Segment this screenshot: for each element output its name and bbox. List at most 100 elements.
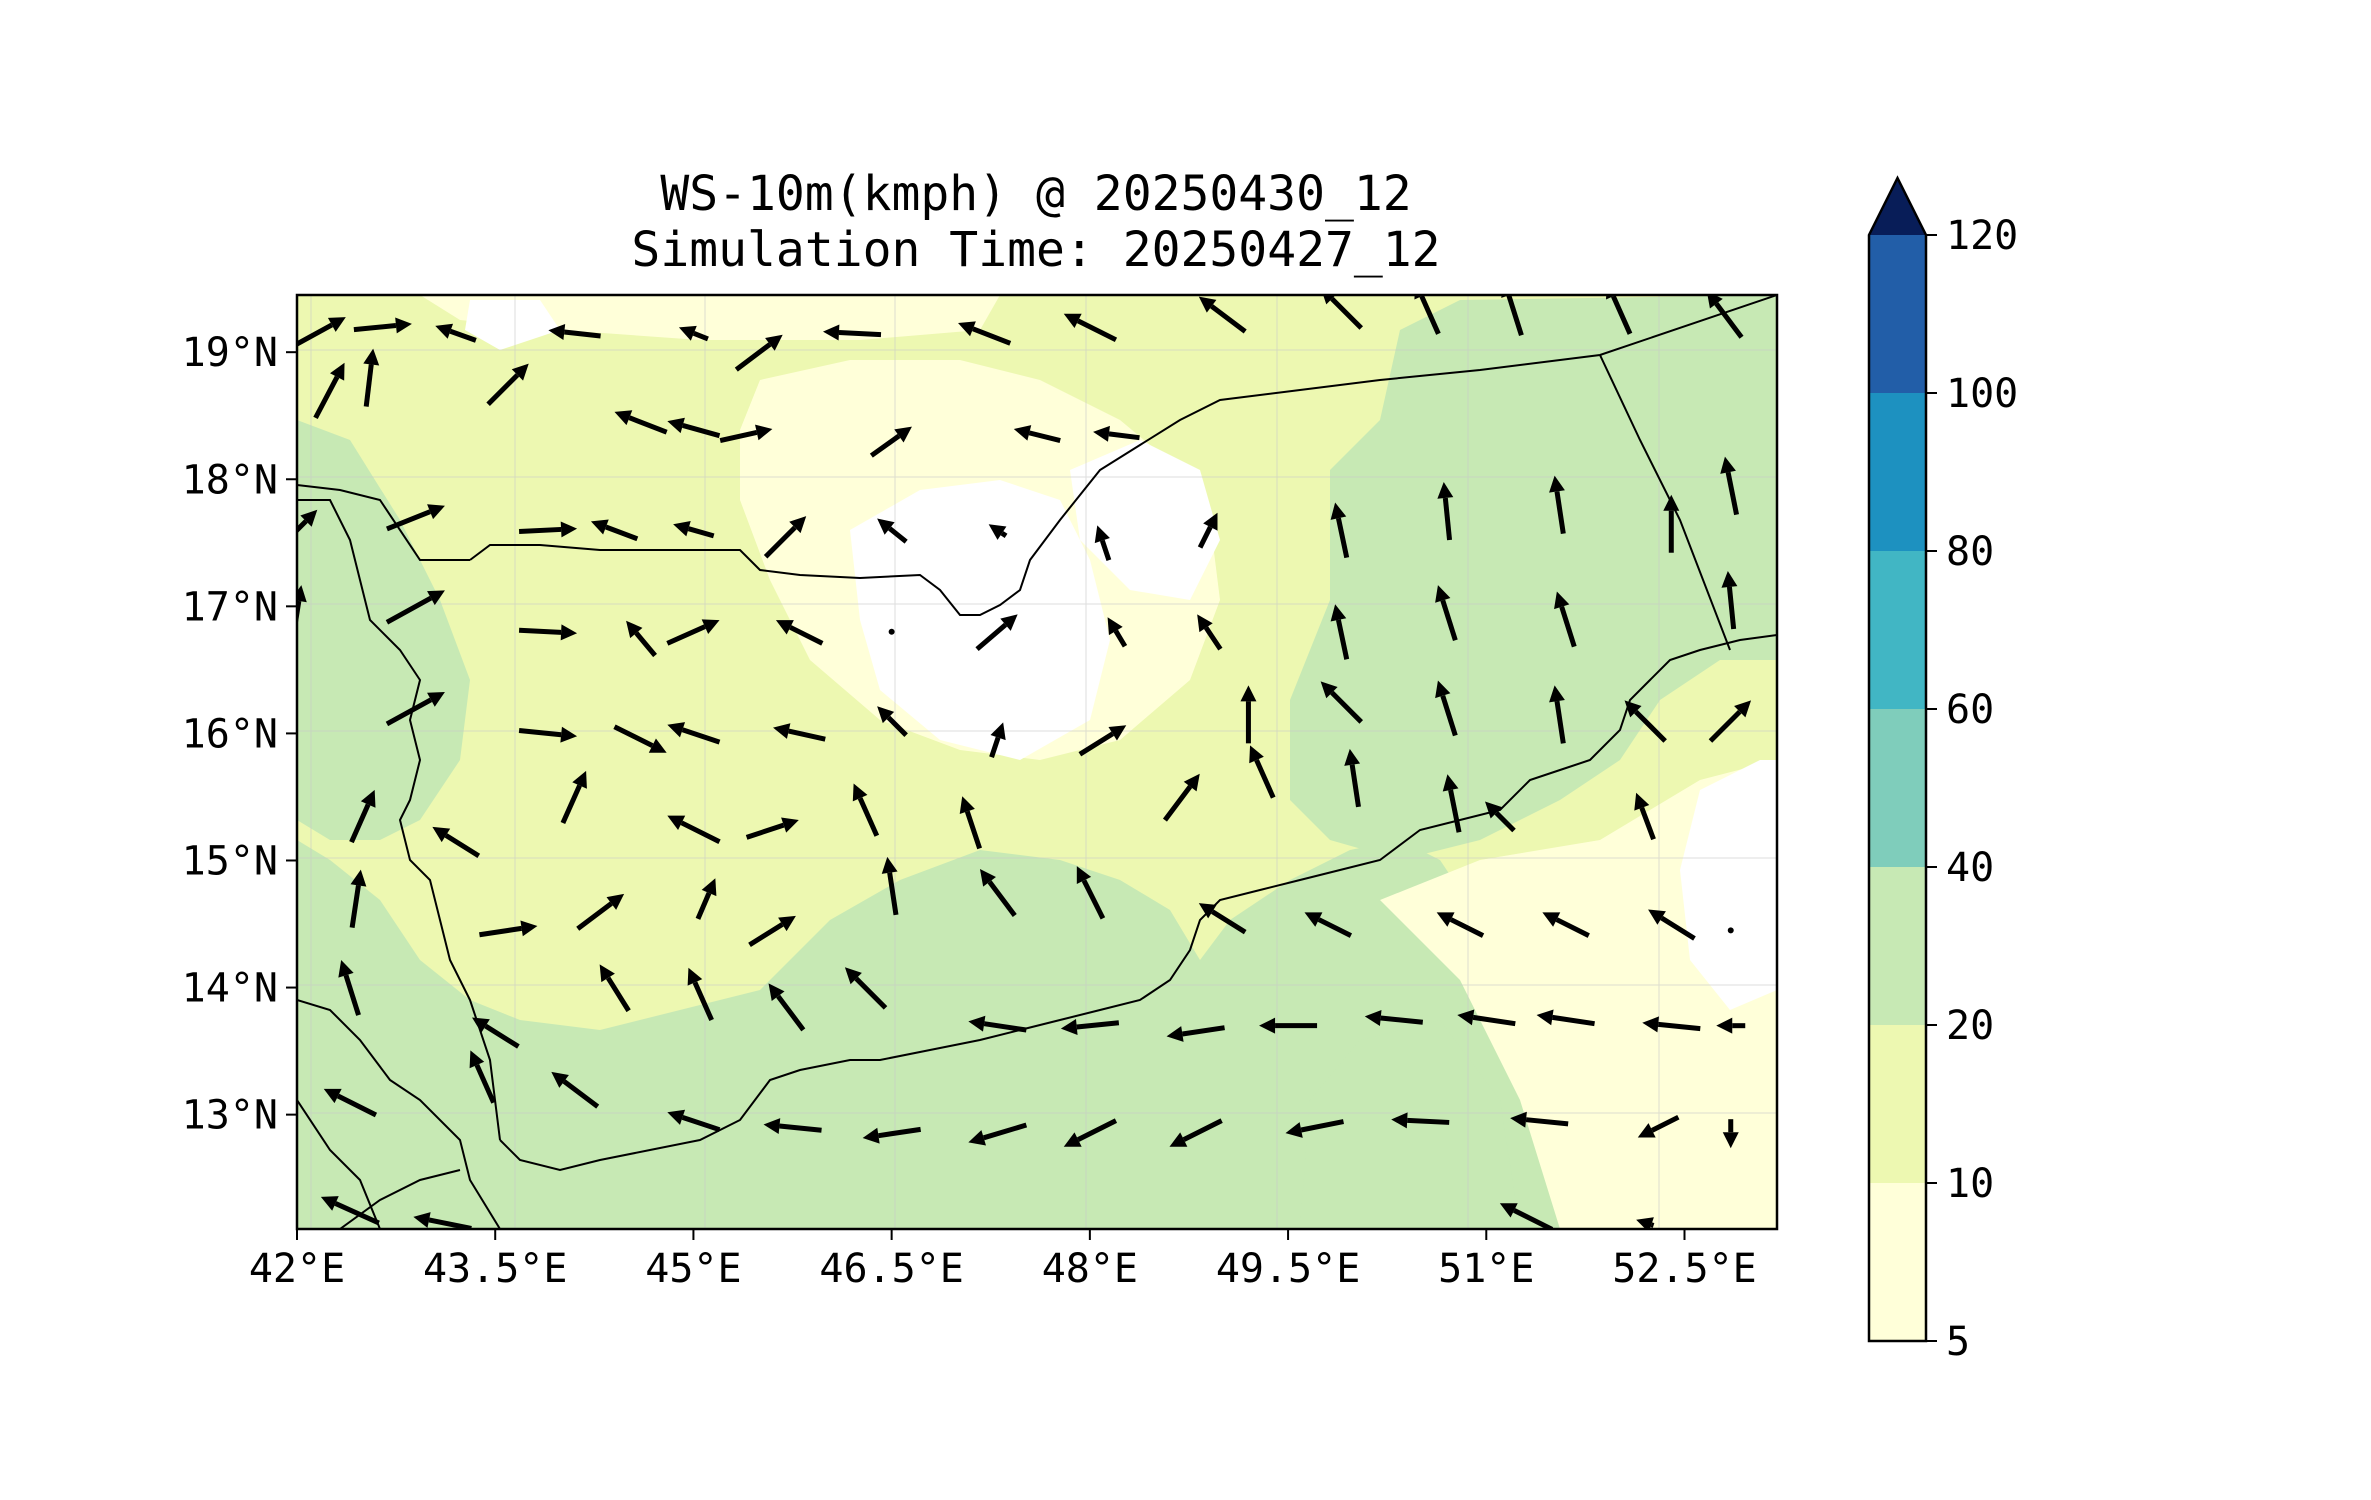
wind-vector	[560, 770, 587, 825]
wind-vector	[349, 789, 376, 844]
calm-area-east	[1680, 760, 1777, 1010]
wind-vector	[1636, 1217, 1655, 1229]
wind-vector	[1436, 912, 1485, 938]
wind-vector	[1197, 614, 1223, 651]
x-axis: 42°E 43.5°E 45°E 46.5°E 48°E 49.5°E 51°E 52.5°E	[249, 1229, 1757, 1292]
wind-vector	[1707, 295, 1744, 339]
colorbar-extend-max	[1869, 178, 1926, 235]
wind-vector	[349, 869, 367, 928]
wind-vector	[877, 706, 908, 737]
border-yemen-saudi	[469, 295, 1777, 616]
x-tick-label: 52.5°E	[1612, 1246, 1757, 1292]
wind-vector	[1107, 617, 1128, 648]
wind-vector	[1637, 1114, 1680, 1138]
wind-vector	[518, 521, 578, 538]
wind-vector	[823, 324, 882, 341]
wind-vector	[1391, 1112, 1450, 1129]
wind-vector	[1720, 456, 1740, 516]
wind-vector	[432, 826, 481, 859]
speed-band-5-10-north	[420, 295, 1000, 340]
wind-vector	[888, 628, 895, 635]
wind-vector	[1249, 745, 1276, 799]
wind-vector	[1166, 1025, 1225, 1042]
wind-vector	[968, 1015, 1027, 1033]
wind-vector	[852, 783, 880, 837]
x-tick-label: 45°E	[645, 1246, 741, 1292]
wind-vector	[590, 519, 639, 542]
x-tick-label: 46.5°E	[819, 1246, 964, 1292]
wind-vector	[773, 723, 826, 742]
wind-vector	[1320, 681, 1363, 724]
wind-vector	[1722, 1119, 1739, 1149]
wind-vector	[968, 1122, 1028, 1146]
wind-vector	[877, 518, 908, 544]
speed-band-5-10-east	[1380, 760, 1777, 1229]
wind-vector	[472, 1017, 520, 1049]
y-axis: 19°N 18°N 17°N 16°N 15°N 14°N 13°N	[182, 330, 297, 1139]
wind-vector	[1499, 1203, 1554, 1229]
wind-vector	[678, 325, 709, 342]
wind-vector	[1442, 774, 1462, 833]
wind-vector	[479, 920, 538, 938]
wind-vector	[1094, 525, 1112, 561]
wind-vector	[1457, 1009, 1516, 1027]
wind-vector	[1197, 512, 1218, 549]
coastline-eritrea	[297, 999, 501, 1229]
speed-band-20-40-gulf	[1300, 1020, 1520, 1229]
y-tick-label: 16°N	[182, 711, 278, 757]
wind-vector	[1435, 585, 1458, 641]
wind-vector	[1485, 801, 1516, 833]
wind-vector	[975, 614, 1018, 652]
wind-vector	[979, 869, 1017, 917]
wind-vector	[959, 796, 983, 850]
wind-vector	[869, 426, 912, 458]
wind-vector	[413, 1212, 472, 1229]
x-tick-label: 43.5°E	[423, 1246, 568, 1292]
wind-vector	[695, 878, 717, 920]
speed-band-20-40-southwest	[297, 840, 1560, 1229]
wind-vector	[297, 509, 318, 534]
x-tick-label: 48°E	[1042, 1246, 1138, 1292]
wind-vector	[763, 516, 807, 559]
wind-vector	[435, 323, 477, 343]
colorbar-label: 60	[1946, 687, 1994, 733]
wind-vector	[1013, 425, 1061, 444]
colorbar-label: 120	[1946, 213, 2018, 259]
wind-vector	[313, 362, 345, 420]
wind-vector	[338, 960, 361, 1016]
wind-vector	[1344, 748, 1361, 808]
colorbar-label: 5	[1946, 1319, 1970, 1365]
wind-vector	[614, 410, 668, 435]
wind-vector	[1198, 903, 1247, 935]
wind-vector	[385, 590, 445, 625]
wind-vector	[1323, 295, 1363, 330]
wind-vector	[599, 964, 631, 1013]
wind-vector	[1364, 1010, 1424, 1026]
colorbar-segment	[1869, 867, 1926, 1025]
colorbar-segment	[1869, 1183, 1926, 1341]
wind-vector	[548, 324, 601, 340]
wind-vector	[1240, 685, 1257, 744]
wind-vector	[1634, 792, 1656, 841]
wind-vector	[1648, 909, 1696, 941]
wind-vector	[320, 1196, 380, 1226]
wind-vector	[386, 504, 445, 532]
wind-vector	[518, 726, 578, 743]
x-tick-label: 51°E	[1438, 1246, 1534, 1292]
wind-vector	[353, 317, 412, 334]
colorbar-segment	[1869, 235, 1926, 393]
wind-vector	[667, 722, 721, 745]
coastline-gulf-of-aden	[499, 634, 1777, 1172]
wind-vector	[989, 722, 1006, 758]
wind-vector	[1624, 700, 1667, 743]
wind-vector	[1198, 296, 1247, 334]
x-tick-label: 49.5°E	[1216, 1246, 1361, 1292]
x-tick-label: 42°E	[249, 1246, 345, 1292]
wind-vector	[667, 1109, 721, 1133]
wind-vector	[1330, 604, 1350, 660]
y-tick-label: 19°N	[182, 330, 278, 376]
wind-vector	[862, 1126, 922, 1144]
colorbar-segment	[1869, 551, 1926, 709]
coastlines-and-borders	[297, 295, 1777, 1229]
wind-vector	[1259, 1017, 1318, 1034]
